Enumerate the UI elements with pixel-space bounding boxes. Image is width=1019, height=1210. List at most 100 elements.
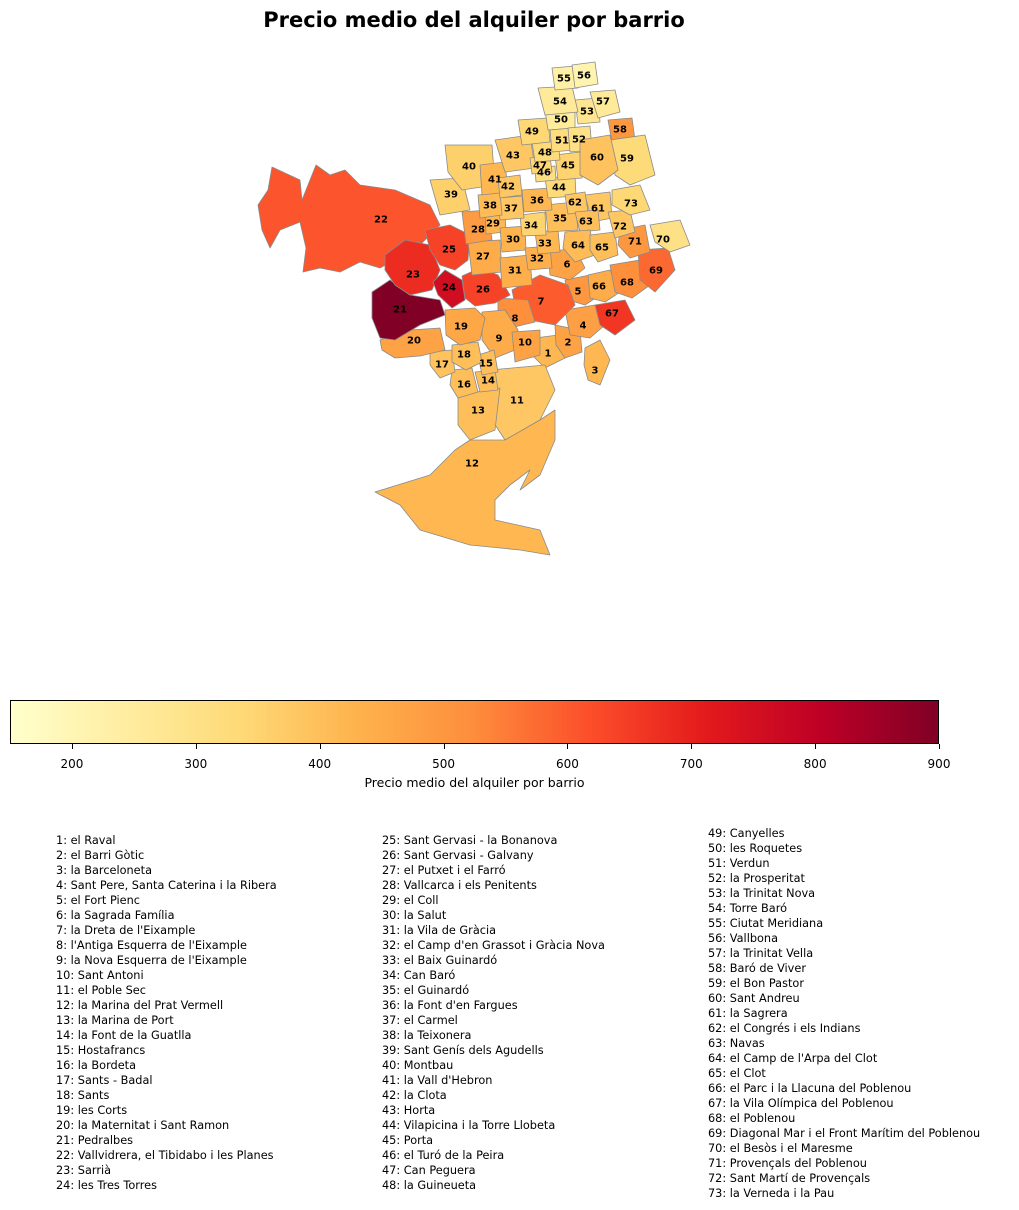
neighbourhood-label-55: 55 bbox=[557, 74, 571, 85]
colorbar-tick-label: 900 bbox=[927, 757, 951, 771]
neighbourhood-65 bbox=[589, 231, 619, 263]
colorbar bbox=[10, 700, 939, 744]
neighbourhood-label-9: 9 bbox=[496, 334, 503, 345]
neighbourhood-label-36: 36 bbox=[530, 196, 544, 207]
colorbar-tick bbox=[691, 744, 693, 749]
legend-entry: 28: Vallcarca i els Penitents bbox=[382, 879, 537, 892]
legend-entry: 36: la Font d'en Fargues bbox=[382, 999, 518, 1012]
neighbourhood-label-51: 51 bbox=[555, 136, 569, 147]
legend-entry: 9: la Nova Esquerra de l'Eixample bbox=[56, 954, 247, 967]
colorbar-ticks: 200 300 400 500 600 700 800 900 bbox=[10, 744, 950, 774]
neighbourhood-label-49: 49 bbox=[525, 127, 539, 138]
legend-entry: 49: Canyelles bbox=[708, 827, 785, 840]
neighbourhood-42 bbox=[497, 174, 523, 199]
legend-entry: 57: la Trinitat Vella bbox=[708, 947, 814, 960]
neighbourhood-label-40: 40 bbox=[462, 162, 476, 173]
neighbourhood-label-6: 6 bbox=[564, 260, 571, 271]
legend-entry: 41: la Vall d'Hebron bbox=[382, 1074, 493, 1087]
neighbourhood-label-2: 2 bbox=[565, 338, 572, 349]
legend-entry: 12: la Marina del Prat Vermell bbox=[56, 999, 224, 1012]
legend-entry: 54: Torre Baró bbox=[708, 902, 788, 915]
legend-entry: 23: Sarrià bbox=[56, 1164, 112, 1177]
legend-entry: 73: la Verneda i la Pau bbox=[708, 1187, 835, 1200]
neighbourhood-63 bbox=[574, 209, 601, 233]
colorbar-tick bbox=[319, 744, 321, 749]
neighbourhood-64 bbox=[562, 229, 596, 263]
legend-entry: 61: la Sagrera bbox=[708, 1007, 788, 1020]
neighbourhood-label-50: 50 bbox=[554, 115, 568, 126]
legend-entry: 68: el Poblenou bbox=[708, 1112, 796, 1125]
colorbar-label: Precio medio del alquiler por barrio bbox=[364, 775, 585, 790]
neighbourhood-label-15: 15 bbox=[479, 359, 493, 370]
neighbourhood-label-34: 34 bbox=[524, 221, 538, 232]
legend-entry: 11: el Poble Sec bbox=[56, 984, 146, 997]
legend-entry: 8: l'Antiga Esquerra de l'Eixample bbox=[56, 939, 247, 952]
neighbourhood-73 bbox=[611, 184, 651, 216]
legend-entry: 62: el Congrés i els Indians bbox=[708, 1022, 861, 1035]
neighbourhood-19 bbox=[444, 307, 486, 346]
neighbourhood-60 bbox=[579, 134, 619, 186]
neighbourhood-label-44: 44 bbox=[552, 183, 566, 194]
legend-entry: 19: les Corts bbox=[56, 1104, 128, 1117]
legend-entry: 16: la Bordeta bbox=[56, 1059, 137, 1072]
neighbourhood-label-54: 54 bbox=[553, 97, 567, 108]
colorbar-tick-label: 700 bbox=[679, 757, 703, 771]
neighbourhood-label-69: 69 bbox=[649, 266, 663, 277]
colorbar-tick bbox=[567, 744, 569, 749]
legend-entry: 34: Can Baró bbox=[382, 969, 456, 982]
neighbourhood-57 bbox=[589, 89, 621, 119]
neighbourhood-10 bbox=[511, 329, 541, 363]
legend-column-3: 49: Canyelles 50: les Roquetes 51: Verdun 5… bbox=[708, 826, 980, 1201]
neighbourhood-55 bbox=[551, 65, 579, 91]
legend-entry: 50: les Roquetes bbox=[708, 842, 803, 855]
neighbourhood-label-43: 43 bbox=[506, 151, 520, 162]
neighbourhood-66 bbox=[587, 269, 621, 303]
neighbourhood-22 bbox=[257, 164, 441, 273]
colorbar-tick bbox=[443, 744, 445, 749]
legend-entry: 69: Diagonal Mar i el Front Marítim del … bbox=[708, 1127, 981, 1140]
neighbourhood-label-1: 1 bbox=[545, 349, 552, 360]
neighbourhood-label-23: 23 bbox=[406, 270, 420, 281]
neighbourhood-label-32: 32 bbox=[530, 254, 544, 265]
legend-entry: 45: Porta bbox=[382, 1134, 434, 1147]
legend-entry: 5: el Fort Pienc bbox=[56, 894, 140, 907]
legend-entry: 33: el Baix Guinardó bbox=[382, 954, 498, 967]
legend-entry: 56: Vallbona bbox=[708, 932, 778, 945]
neighbourhood-36 bbox=[521, 187, 553, 213]
colorbar-tick-label: 200 bbox=[60, 757, 84, 771]
colorbar-tick bbox=[815, 744, 817, 749]
colorbar-tick-label: 800 bbox=[803, 757, 827, 771]
neighbourhood-label-60: 60 bbox=[590, 153, 604, 164]
neighbourhood-69 bbox=[637, 247, 676, 293]
neighbourhood-label-16: 16 bbox=[457, 380, 471, 391]
neighbourhood-label-68: 68 bbox=[620, 278, 634, 289]
legend-entry: 38: la Teixonera bbox=[382, 1029, 472, 1042]
legend-entry: 53: la Trinitat Nova bbox=[708, 887, 816, 900]
neighbourhood-label-46: 46 bbox=[537, 168, 551, 179]
colorbar-tick bbox=[71, 744, 73, 749]
neighbourhood-label-71: 71 bbox=[628, 237, 642, 248]
legend-entry: 51: Verdun bbox=[708, 857, 770, 870]
neighbourhood-label-65: 65 bbox=[595, 243, 609, 254]
neighbourhood-label-42: 42 bbox=[501, 182, 515, 193]
neighbourhood-70 bbox=[649, 219, 691, 253]
legend-entry: 60: Sant Andreu bbox=[708, 992, 800, 1005]
legend-entry: 21: Pedralbes bbox=[56, 1134, 134, 1147]
neighbourhood-label-56: 56 bbox=[577, 71, 591, 82]
legend-column-2: 25: Sant Gervasi - la Bonanova 26: Sant G… bbox=[382, 833, 605, 1193]
neighbourhood-15 bbox=[477, 349, 499, 376]
legend-entry: 32: el Camp d'en Grassot i Gràcia Nova bbox=[382, 939, 605, 952]
legend-entry: 46: el Turó de la Peira bbox=[382, 1149, 505, 1162]
neighbourhood-label-61: 61 bbox=[591, 204, 605, 215]
legend-entry: 14: la Font de la Guatlla bbox=[56, 1029, 192, 1042]
neighbourhood-label-52: 52 bbox=[572, 135, 586, 146]
neighbourhood-label-26: 26 bbox=[476, 285, 490, 296]
neighbourhood-45 bbox=[554, 151, 583, 181]
legend-entry: 44: Vilapicina i la Torre Llobeta bbox=[382, 1119, 556, 1132]
legend-entry: 35: el Guinardó bbox=[382, 984, 470, 997]
neighbourhood-label-53: 53 bbox=[580, 107, 594, 118]
neighbourhood-label-11: 11 bbox=[510, 396, 524, 407]
neighbourhood-label-37: 37 bbox=[504, 204, 518, 215]
legend-entry: 58: Baró de Viver bbox=[708, 962, 806, 975]
neighbourhood-56 bbox=[571, 61, 599, 89]
